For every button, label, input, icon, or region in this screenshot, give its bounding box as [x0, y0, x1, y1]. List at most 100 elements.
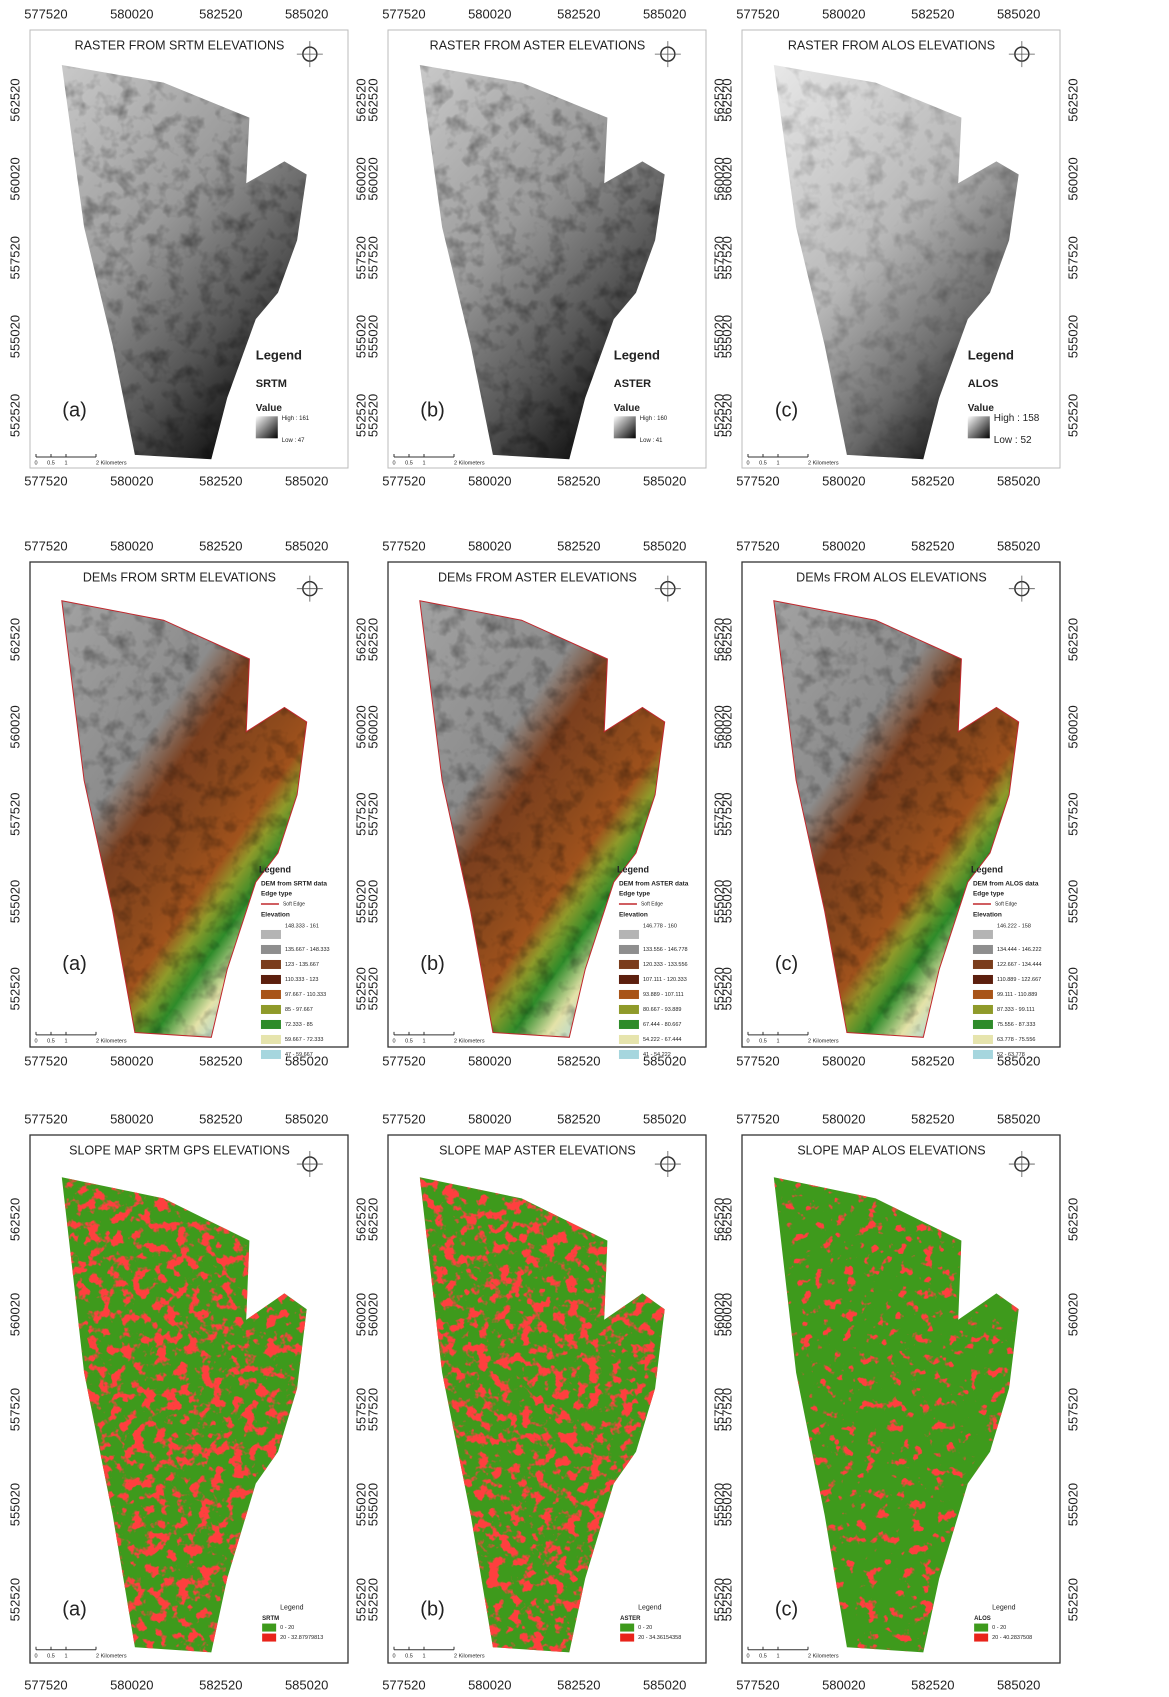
x-tick-label-top: 585020: [285, 538, 328, 553]
legend-heading: Legend: [280, 1604, 303, 1611]
panel-letter: (b): [420, 399, 444, 421]
y-tick-label-right: 555020: [1065, 1483, 1080, 1526]
legend-edge: Soft Edge: [283, 901, 305, 907]
x-tick-label-bottom: 582520: [911, 1677, 954, 1692]
legend-ramp: [614, 416, 636, 438]
legend-swatch: [620, 1634, 634, 1642]
legend-class: 75.556 - 87.333: [997, 1022, 1036, 1028]
scale-label: 0.5: [405, 1038, 413, 1044]
map-title: SLOPE MAP ASTER ELEVATIONS: [439, 1143, 636, 1157]
scale-label: 0: [746, 1653, 749, 1659]
legend-heading: Legend: [256, 348, 302, 363]
map-panel: 5775205775205800205800205825205825205850…: [7, 538, 368, 1068]
panel-letter: (a): [62, 399, 86, 421]
y-tick-label-left: 557520: [7, 236, 22, 279]
y-tick-label-left: 560020: [365, 1293, 380, 1336]
legend-class: 20 - 32.87979813: [280, 1635, 323, 1641]
legend-swatch: [261, 930, 281, 939]
map-title: SLOPE MAP ALOS ELEVATIONS: [797, 1143, 985, 1157]
panel-letter: (a): [62, 953, 86, 975]
legend-swatch: [619, 1035, 639, 1044]
y-tick-label-right: 555020: [1065, 880, 1080, 923]
legend-low: Low : 41: [640, 438, 663, 444]
legend-class: 59.667 - 72.333: [285, 1037, 324, 1043]
x-tick-label-top: 580020: [822, 1111, 865, 1126]
legend-swatch: [261, 945, 281, 954]
y-tick-label-left: 557520: [719, 236, 734, 279]
scale-label: 1: [422, 1653, 425, 1659]
legend-heading: Legend: [617, 864, 649, 874]
legend-swatch: [261, 1050, 281, 1059]
legend-class: 97.667 - 110.333: [285, 992, 326, 998]
scale-label: 0: [746, 1038, 749, 1044]
y-tick-label-right: 562520: [1065, 78, 1080, 121]
legend-swatch: [973, 960, 993, 969]
legend-swatch: [619, 930, 639, 939]
legend-class: 52 - 63.778: [997, 1052, 1025, 1058]
scale-label: 1: [64, 461, 67, 467]
y-tick-label-left: 560020: [7, 157, 22, 200]
x-tick-label-top: 582520: [911, 6, 954, 21]
scale-label: 2 Kilometers: [454, 1038, 485, 1044]
legend-class: 63.778 - 75.556: [997, 1037, 1036, 1043]
x-tick-label-bottom: 580020: [822, 1053, 865, 1068]
legend-swatch: [619, 1020, 639, 1029]
panel-letter: (a): [62, 1598, 86, 1620]
map-panel: 5775205775205800205800205825205825205850…: [7, 6, 368, 488]
y-tick-label-left: 552520: [365, 967, 380, 1010]
scale-label: 1: [776, 461, 779, 467]
y-tick-label-left: 557520: [719, 793, 734, 836]
y-tick-label-right: 552520: [1065, 394, 1080, 437]
map-title: DEMs FROM ALOS ELEVATIONS: [796, 570, 987, 584]
legend-class: 99.111 - 110.889: [997, 992, 1037, 998]
y-tick-label-left: 555020: [719, 1483, 734, 1526]
y-tick-label-left: 552520: [7, 394, 22, 437]
legend-swatch: [973, 1050, 993, 1059]
legend-high: High : 160: [640, 416, 668, 422]
x-tick-label-bottom: 582520: [199, 1677, 242, 1692]
scale-label: 1: [422, 1038, 425, 1044]
legend-swatch: [261, 990, 281, 999]
legend-class: 135.667 - 148.333: [285, 947, 330, 953]
y-tick-label-left: 555020: [365, 315, 380, 358]
y-tick-label-left: 555020: [365, 1483, 380, 1526]
y-tick-label-right: 557520: [1065, 793, 1080, 836]
legend-class: 41 - 54.222: [643, 1052, 671, 1058]
y-tick-label-left: 552520: [7, 1578, 22, 1621]
x-tick-label-top: 582520: [557, 1111, 600, 1126]
y-tick-label-right: 557520: [1065, 1388, 1080, 1431]
x-tick-label-bottom: 580020: [468, 1677, 511, 1692]
legend-class: 134.444 - 146.222: [997, 947, 1042, 953]
scale-label: 0.5: [759, 461, 767, 467]
x-tick-label-top: 580020: [822, 538, 865, 553]
y-tick-label-left: 562520: [719, 618, 734, 661]
legend-class: 20 - 40.2837508: [992, 1635, 1032, 1641]
legend-field: Value: [614, 403, 641, 414]
x-tick-label-bottom: 582520: [557, 1677, 600, 1692]
legend-edge: Soft Edge: [995, 901, 1017, 907]
legend-layer: ASTER: [620, 1616, 641, 1622]
legend-swatch: [973, 1005, 993, 1014]
x-tick-label-top: 585020: [285, 1111, 328, 1126]
y-tick-label-left: 560020: [7, 705, 22, 748]
scale-label: 0: [34, 461, 37, 467]
x-tick-label-bottom: 577520: [382, 1677, 425, 1692]
y-tick-label-right: 562520: [1065, 1198, 1080, 1241]
legend-heading: Legend: [971, 864, 1003, 874]
x-tick-label-top: 585020: [997, 6, 1040, 21]
panel-letter: (c): [775, 953, 798, 975]
scale-label: 0.5: [47, 1653, 55, 1659]
legend-swatch: [261, 1020, 281, 1029]
map-title: DEMs FROM SRTM ELEVATIONS: [83, 570, 276, 584]
x-tick-label-top: 577520: [736, 538, 779, 553]
y-tick-label-right: 560020: [1065, 1293, 1080, 1336]
legend-swatch: [973, 930, 993, 939]
legend-class: 72.333 - 85: [285, 1022, 313, 1028]
legend-class: 148.333 - 161: [285, 923, 319, 929]
map-title: SLOPE MAP SRTM GPS ELEVATIONS: [69, 1143, 290, 1157]
legend-swatch: [619, 990, 639, 999]
legend-field: Elevation: [973, 912, 1002, 919]
x-tick-label-top: 585020: [643, 1111, 686, 1126]
scale-label: 0.5: [47, 1038, 55, 1044]
scale-label: 0.5: [759, 1653, 767, 1659]
